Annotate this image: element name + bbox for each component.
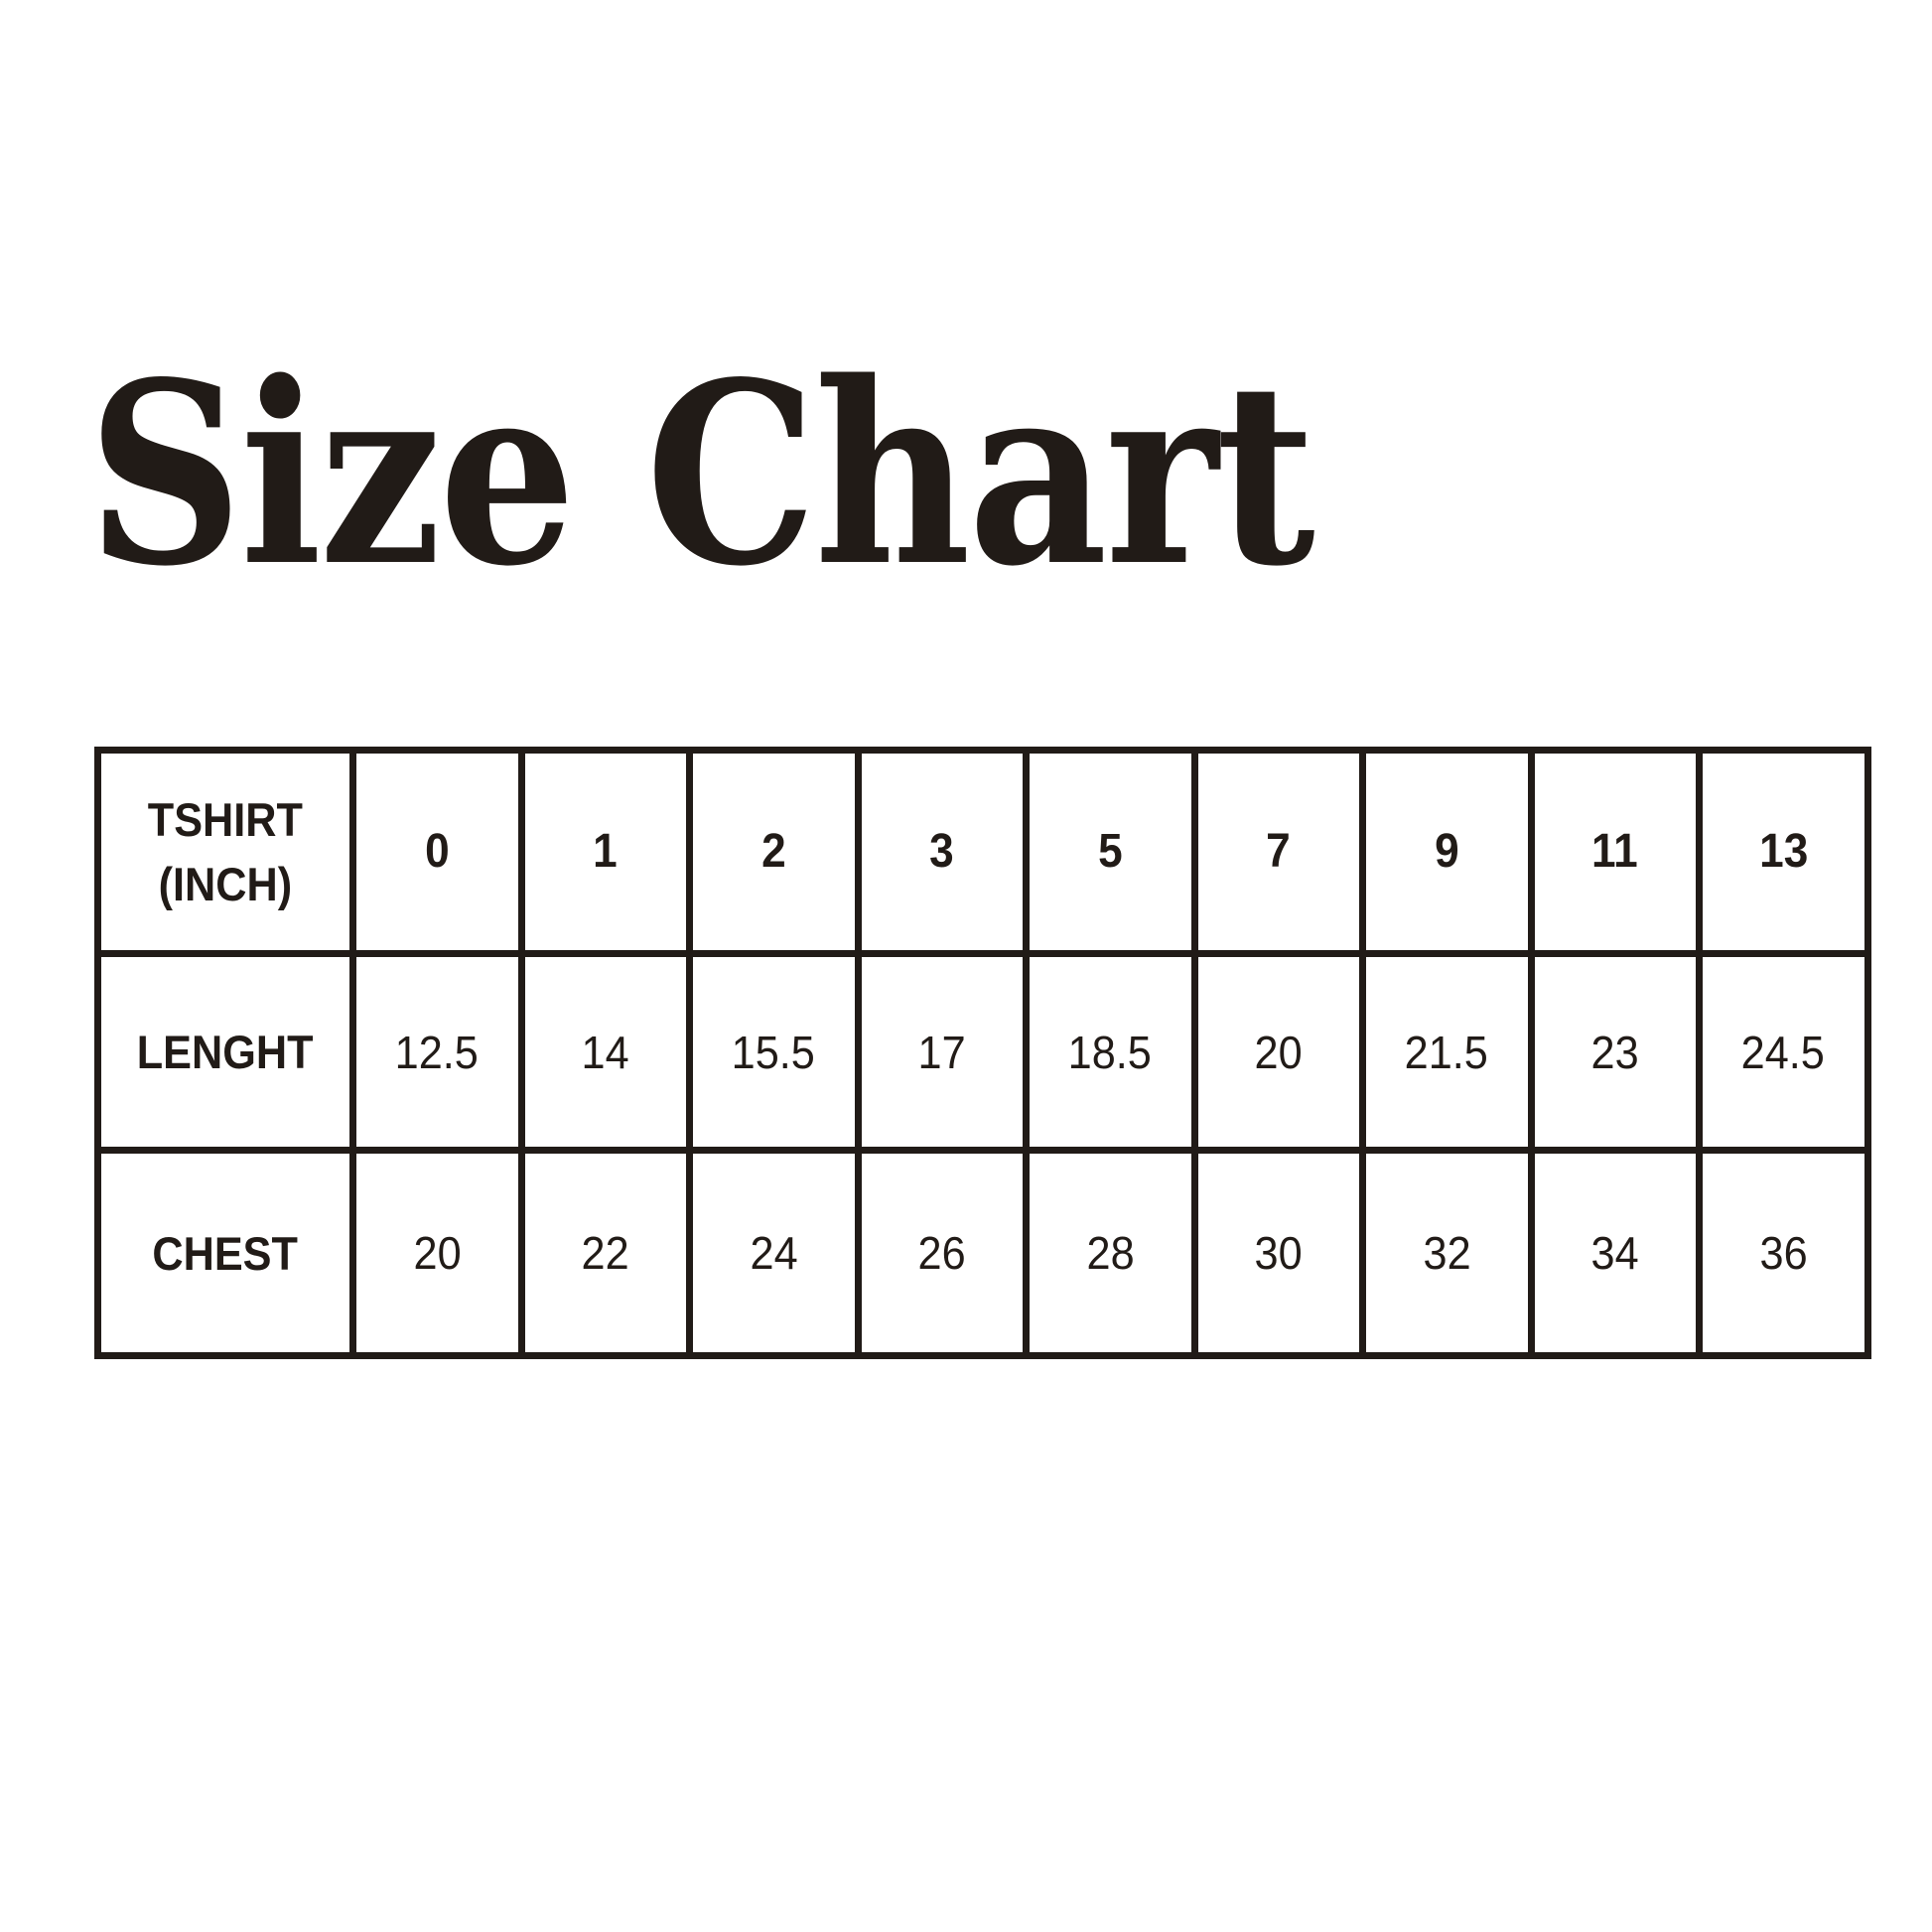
size-label: 5: [1097, 825, 1123, 878]
size-label: 1: [593, 825, 619, 878]
cell-length-size-13: 24.5: [1696, 950, 1871, 1154]
cell-value: 12.5: [395, 1026, 480, 1078]
cell-value: 18.5: [1068, 1026, 1153, 1078]
size-label: 7: [1266, 825, 1292, 878]
size-label: 9: [1434, 825, 1459, 878]
header-cell-size-0: 0: [349, 747, 525, 957]
cell-value: 34: [1590, 1227, 1639, 1279]
cell-value: 32: [1423, 1227, 1471, 1279]
cell-chest-size-3: 26: [854, 1147, 1030, 1359]
cell-value: 28: [1086, 1227, 1135, 1279]
corner-label-line2: (INCH): [158, 858, 293, 910]
cell-chest-size-9: 32: [1359, 1147, 1535, 1359]
cell-chest-size-0: 20: [349, 1147, 525, 1359]
header-cell-tshirt-inch: TSHIRT (INCH): [94, 747, 356, 957]
cell-length-size-3: 17: [854, 950, 1030, 1154]
cell-chest-size-1: 22: [517, 1147, 693, 1359]
header-cell-size-11: 11: [1527, 747, 1703, 957]
header-cell-size-13: 13: [1696, 747, 1871, 957]
header-cell-size-3: 3: [854, 747, 1030, 957]
size-label: 2: [760, 825, 786, 878]
cell-value: 26: [917, 1227, 966, 1279]
cell-value: 14: [581, 1026, 629, 1078]
header-cell-size-2: 2: [686, 747, 862, 957]
row-label-length: LENGHT: [94, 950, 356, 1154]
cell-chest-size-11: 34: [1527, 1147, 1703, 1359]
cell-length-size-5: 18.5: [1023, 950, 1198, 1154]
cell-length-size-0: 12.5: [349, 950, 525, 1154]
cell-chest-size-5: 28: [1023, 1147, 1198, 1359]
size-label: 13: [1758, 825, 1808, 878]
cell-length-size-2: 15.5: [686, 950, 862, 1154]
size-label: 0: [424, 825, 450, 878]
cell-value: 20: [413, 1227, 462, 1279]
size-label: 3: [929, 825, 955, 878]
table-row-chest: CHEST 20 22 24 26 28 30 32 34 36: [94, 1147, 1871, 1359]
row-label-text: LENGHT: [137, 1026, 314, 1078]
cell-value: 15.5: [732, 1026, 816, 1078]
header-cell-size-7: 7: [1190, 747, 1366, 957]
corner-label: TSHIRT (INCH): [148, 787, 303, 916]
header-cell-size-9: 9: [1359, 747, 1535, 957]
cell-length-size-7: 20: [1190, 950, 1366, 1154]
cell-value: 21.5: [1405, 1026, 1489, 1078]
cell-value: 36: [1759, 1227, 1808, 1279]
size-chart-table: TSHIRT (INCH) 0 1 2 3 5 7 9 11 13: [94, 747, 1871, 1359]
page-title: Size Chart: [87, 328, 1315, 621]
row-label-chest: CHEST: [94, 1147, 356, 1359]
header-cell-size-1: 1: [517, 747, 693, 957]
cell-length-size-11: 23: [1527, 950, 1703, 1154]
size-chart-table-container: TSHIRT (INCH) 0 1 2 3 5 7 9 11 13: [94, 747, 1871, 1359]
cell-value: 22: [581, 1227, 629, 1279]
cell-value: 20: [1254, 1026, 1303, 1078]
table-header-row: TSHIRT (INCH) 0 1 2 3 5 7 9 11 13: [94, 747, 1871, 957]
cell-length-size-1: 14: [517, 950, 693, 1154]
size-label: 11: [1591, 825, 1639, 878]
cell-value: 23: [1590, 1026, 1639, 1078]
cell-chest-size-2: 24: [686, 1147, 862, 1359]
cell-chest-size-7: 30: [1190, 1147, 1366, 1359]
cell-value: 24: [750, 1227, 798, 1279]
corner-label-line1: TSHIRT: [147, 793, 304, 846]
cell-length-size-9: 21.5: [1359, 950, 1535, 1154]
cell-chest-size-13: 36: [1696, 1147, 1871, 1359]
cell-value: 30: [1254, 1227, 1303, 1279]
cell-value: 17: [917, 1026, 966, 1078]
table-row-length: LENGHT 12.5 14 15.5 17 18.5 20 21.5 23 2…: [94, 950, 1871, 1154]
header-cell-size-5: 5: [1023, 747, 1198, 957]
row-label-text: CHEST: [152, 1226, 299, 1280]
cell-value: 24.5: [1741, 1026, 1826, 1078]
